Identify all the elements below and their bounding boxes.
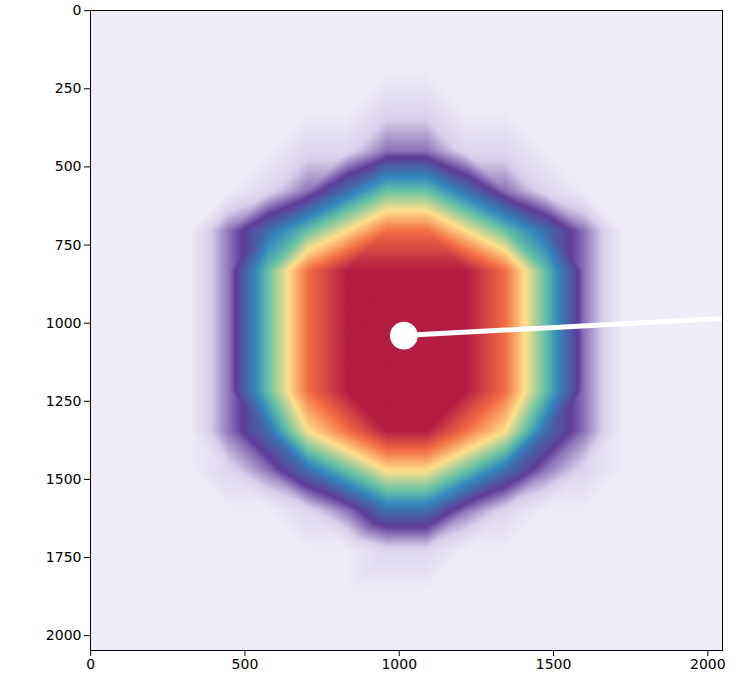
- svg-text:1500: 1500: [536, 656, 572, 672]
- svg-text:2000: 2000: [46, 627, 82, 643]
- svg-text:1250: 1250: [46, 393, 82, 409]
- svg-text:250: 250: [55, 80, 82, 96]
- svg-text:0: 0: [73, 2, 82, 18]
- svg-text:1000: 1000: [46, 315, 82, 331]
- svg-text:500: 500: [232, 656, 259, 672]
- svg-text:0: 0: [86, 656, 95, 672]
- svg-text:1000: 1000: [381, 656, 417, 672]
- svg-text:500: 500: [55, 158, 82, 174]
- svg-text:1500: 1500: [46, 471, 82, 487]
- svg-text:1750: 1750: [46, 549, 82, 565]
- svg-text:750: 750: [55, 237, 82, 253]
- svg-text:2000: 2000: [690, 656, 726, 672]
